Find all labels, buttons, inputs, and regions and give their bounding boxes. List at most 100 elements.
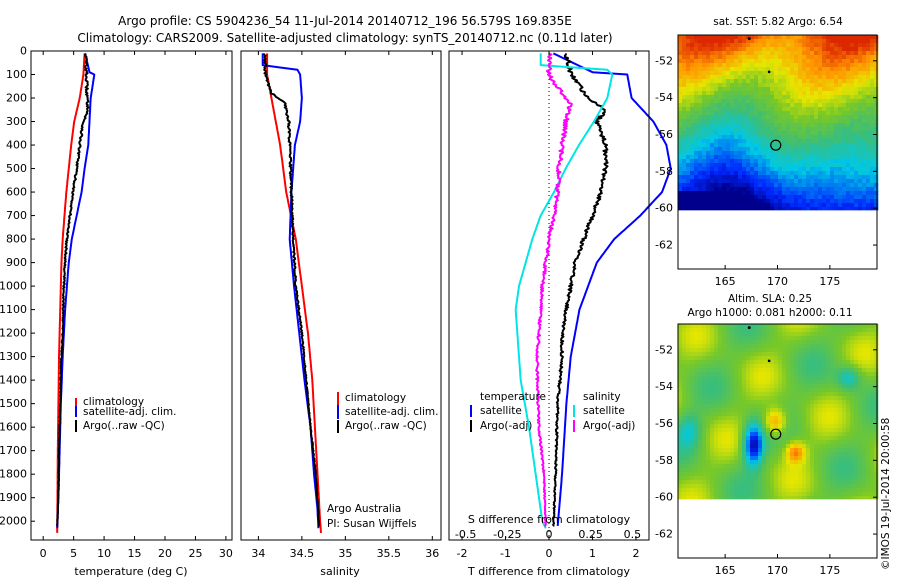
sst-map-cell xyxy=(710,207,715,211)
sst-map-cell xyxy=(862,95,867,100)
sst-map-cell xyxy=(742,99,747,104)
sst-map-cell xyxy=(862,119,867,124)
sla-map-cell xyxy=(702,476,707,481)
sla-map-cell xyxy=(754,388,759,393)
sla-map-cell xyxy=(834,476,839,481)
sla-map-cell xyxy=(834,340,839,345)
sla-map-cell xyxy=(698,328,703,333)
sst-map-cell xyxy=(710,119,715,124)
sst-map-cell xyxy=(738,163,743,168)
sla-map-cell xyxy=(686,384,691,389)
sla-map-cell xyxy=(834,464,839,469)
sst-map-cell xyxy=(742,175,747,180)
sla-map-cell xyxy=(698,472,703,477)
sst-map-cell xyxy=(698,79,703,84)
sst-map-cell xyxy=(770,35,775,40)
depth-ytick-label: 200 xyxy=(6,92,27,105)
sla-map-cell xyxy=(874,412,879,417)
sla-map-cell xyxy=(726,480,731,485)
sst-map-cell xyxy=(690,79,695,84)
sst-map-cell xyxy=(854,111,859,116)
sla-map-cell xyxy=(686,460,691,465)
sst-map-cell xyxy=(782,191,787,196)
sla-map-xtick-label: 170 xyxy=(767,564,788,577)
sst-map-cell xyxy=(826,131,831,136)
sla-map-cell xyxy=(774,384,779,389)
sst-map-cell xyxy=(686,43,691,48)
sst-map-cell xyxy=(726,191,731,196)
sla-map-cell xyxy=(798,364,803,369)
sla-map-cell xyxy=(730,368,735,373)
sla-map-cell xyxy=(758,372,763,377)
sst-map-cell xyxy=(758,75,763,80)
sla-map-cell xyxy=(718,408,723,413)
sla-map-cell xyxy=(786,476,791,481)
sla-map-cell xyxy=(678,484,683,489)
sst-map-cell xyxy=(750,151,755,156)
sla-map-cell xyxy=(762,440,767,445)
sla-map-cell xyxy=(758,424,763,429)
sst-map-cell xyxy=(870,207,875,211)
sst-map-cell xyxy=(766,103,771,108)
sst-map-cell xyxy=(858,147,863,152)
sst-map-cell xyxy=(678,91,683,96)
sla-map-cell xyxy=(718,460,723,465)
sla-map-cell xyxy=(742,468,747,473)
sla-map-cell xyxy=(742,448,747,453)
sst-map-cell xyxy=(690,71,695,76)
sst-map-cell xyxy=(826,171,831,176)
sla-map-cell xyxy=(698,416,703,421)
sla-map-cell xyxy=(802,336,807,341)
sla-map-cell xyxy=(690,468,695,473)
difference-s-xtick-label: 0 xyxy=(546,528,553,541)
sst-map-cell xyxy=(710,83,715,88)
sla-map-cell xyxy=(786,468,791,473)
sla-map-ytick-label: -52 xyxy=(655,343,673,356)
sst-map-cell xyxy=(846,39,851,44)
sla-map-cell xyxy=(770,384,775,389)
sla-map-cell xyxy=(690,460,695,465)
sla-map-cell xyxy=(710,460,715,465)
sst-map-cell xyxy=(818,123,823,128)
sst-map-cell xyxy=(778,47,783,52)
sst-map-cell xyxy=(766,99,771,104)
sst-map-cell xyxy=(854,79,859,84)
sla-map-cell xyxy=(714,408,719,413)
sst-map-cell xyxy=(686,35,691,40)
sla-map-cell xyxy=(766,340,771,345)
sst-map-cell xyxy=(702,163,707,168)
sst-map-cell xyxy=(794,51,799,56)
sla-map-cell xyxy=(762,360,767,365)
sst-map-cell xyxy=(770,39,775,44)
sst-map-cell xyxy=(690,151,695,156)
sst-map-cell xyxy=(682,147,687,152)
sst-map-cell xyxy=(838,79,843,84)
sla-map-cell xyxy=(822,360,827,365)
sla-map-cell xyxy=(838,468,843,473)
sst-map-cell xyxy=(766,159,771,164)
sla-map-cell xyxy=(726,460,731,465)
sla-map-cell xyxy=(778,348,783,353)
sla-map-cell xyxy=(754,448,759,453)
sst-map-cell xyxy=(854,91,859,96)
sla-map-cell xyxy=(802,456,807,461)
sla-map-cell xyxy=(722,332,727,337)
sst-map-cell xyxy=(850,67,855,72)
sst-map-cell xyxy=(734,43,739,48)
sla-map-cell xyxy=(734,420,739,425)
sla-map-cell xyxy=(702,448,707,453)
sla-map-cell xyxy=(862,408,867,413)
sla-map-cell xyxy=(742,352,747,357)
sst-map-cell xyxy=(774,107,779,112)
sla-map-cell xyxy=(690,436,695,441)
sst-map-cell xyxy=(766,151,771,156)
sla-map-cell xyxy=(790,328,795,333)
sla-map-cell xyxy=(774,448,779,453)
sst-map-cell xyxy=(718,71,723,76)
sst-map-cell xyxy=(834,179,839,184)
sla-map-cell xyxy=(718,396,723,401)
sla-map-cell xyxy=(850,368,855,373)
difference-s-xtick-label: 0.25 xyxy=(578,528,603,541)
sst-map-cell xyxy=(838,167,843,172)
sst-map-cell xyxy=(750,143,755,148)
